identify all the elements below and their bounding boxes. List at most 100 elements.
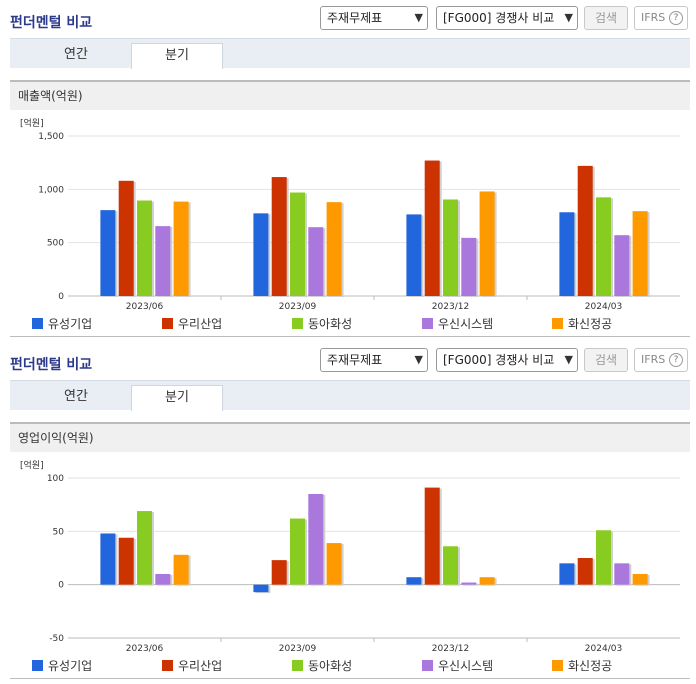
- y-tick-label: 1,000: [38, 185, 64, 195]
- help-icon[interactable]: ?: [669, 11, 683, 25]
- legend-label[interactable]: 우리산업: [178, 659, 222, 673]
- bar[interactable]: [577, 165, 593, 296]
- y-tick-label: -50: [49, 634, 64, 644]
- bar[interactable]: [632, 211, 648, 296]
- legend-swatch: [32, 660, 43, 671]
- chart-title: 매출액(억원): [10, 80, 690, 110]
- legend-label[interactable]: 화신정공: [568, 659, 612, 673]
- fundamental-panel-operating-profit: 펀더멘털 비교 주재무제표 ▼ [FG000] 경쟁사 비교 ▼ 검색 IFRS…: [0, 342, 696, 684]
- x-tick-label: 2024/03: [585, 644, 622, 654]
- y-tick-label: 0: [58, 581, 64, 591]
- legend-swatch: [292, 318, 303, 329]
- legend-swatch: [422, 318, 433, 329]
- legend-swatch: [32, 318, 43, 329]
- help-icon[interactable]: ?: [669, 353, 683, 367]
- bar[interactable]: [137, 200, 152, 296]
- legend-label[interactable]: 동아화성: [308, 659, 352, 673]
- bar[interactable]: [118, 537, 134, 585]
- tab-annual[interactable]: 연간: [64, 47, 88, 62]
- bar[interactable]: [100, 533, 116, 585]
- legend-label[interactable]: 화신정공: [568, 317, 612, 331]
- y-unit-label: [억원]: [20, 117, 44, 129]
- bar[interactable]: [632, 574, 648, 585]
- period-tabs: 연간 분기: [10, 38, 690, 69]
- bar[interactable]: [173, 201, 189, 296]
- bar[interactable]: [308, 227, 324, 296]
- tab-annual[interactable]: 연간: [64, 389, 88, 404]
- bar[interactable]: [290, 518, 305, 585]
- bar[interactable]: [479, 191, 495, 296]
- chevron-down-icon: ▼: [414, 353, 423, 366]
- bar[interactable]: [479, 577, 495, 585]
- bar[interactable]: [290, 192, 305, 296]
- bar[interactable]: [461, 582, 477, 585]
- search-button[interactable]: 검색: [584, 348, 628, 372]
- statement-select[interactable]: 주재무제표 ▼: [320, 348, 428, 372]
- y-tick-label: 50: [53, 527, 65, 537]
- panel-title: 펀더멘털 비교: [10, 357, 93, 373]
- chart-title: 영업이익(억원): [10, 422, 690, 452]
- legend-label[interactable]: 우신시스템: [438, 659, 493, 673]
- bar[interactable]: [614, 563, 630, 585]
- x-tick-label: 2023/12: [432, 302, 469, 312]
- bar[interactable]: [155, 226, 171, 296]
- operating-profit-bar-chart: [억원] -50 0 50 100 2023/06 2023/09 2023/12 2024/0…: [20, 459, 680, 673]
- legend-label[interactable]: 유성기업: [48, 317, 92, 331]
- bar[interactable]: [155, 574, 171, 585]
- bar[interactable]: [100, 210, 116, 296]
- panel-title: 펀더멘털 비교: [10, 15, 93, 31]
- bar[interactable]: [424, 487, 440, 585]
- tab-quarterly[interactable]: 분기: [131, 385, 223, 411]
- x-tick-label: 2023/06: [126, 644, 164, 654]
- bar[interactable]: [596, 530, 611, 585]
- bar[interactable]: [173, 554, 189, 585]
- bar[interactable]: [271, 177, 287, 296]
- x-tick-label: 2023/09: [279, 302, 317, 312]
- statement-select[interactable]: 주재무제표 ▼: [320, 6, 428, 30]
- legend-swatch: [162, 318, 173, 329]
- legend-label[interactable]: 우리산업: [178, 317, 222, 331]
- bar[interactable]: [424, 160, 440, 296]
- bar[interactable]: [596, 197, 611, 296]
- legend-label[interactable]: 우신시스템: [438, 317, 493, 331]
- bar[interactable]: [271, 560, 287, 585]
- bar[interactable]: [614, 235, 630, 296]
- legend-swatch: [292, 660, 303, 671]
- bar[interactable]: [559, 212, 575, 296]
- legend-label[interactable]: 동아화성: [308, 317, 352, 331]
- bar[interactable]: [406, 577, 422, 585]
- search-button[interactable]: 검색: [584, 6, 628, 30]
- bar[interactable]: [461, 237, 477, 296]
- bar[interactable]: [577, 558, 593, 585]
- tab-quarterly[interactable]: 분기: [131, 43, 223, 69]
- bar[interactable]: [118, 180, 134, 296]
- ifrs-button[interactable]: IFRS ?: [634, 348, 688, 372]
- bar[interactable]: [308, 494, 324, 585]
- y-tick-label: 500: [47, 239, 64, 249]
- bar[interactable]: [326, 543, 342, 585]
- y-tick-label: 1,500: [38, 132, 64, 142]
- sales-bar-chart: [억원] 0 500 1,000 1,500 2023/06 2023/09 2023/12 2…: [20, 117, 680, 331]
- bar[interactable]: [443, 199, 458, 296]
- ifrs-button[interactable]: IFRS ?: [634, 6, 688, 30]
- bar[interactable]: [443, 546, 458, 585]
- legend-label[interactable]: 유성기업: [48, 659, 92, 673]
- y-tick-label: 100: [47, 474, 64, 484]
- bar[interactable]: [253, 584, 269, 593]
- bar[interactable]: [253, 213, 269, 296]
- compare-select[interactable]: [FG000] 경쟁사 비교 ▼: [436, 6, 578, 30]
- bar[interactable]: [406, 214, 422, 296]
- divider: [10, 336, 690, 337]
- bar[interactable]: [137, 511, 152, 585]
- divider: [10, 678, 690, 679]
- x-tick-label: 2024/03: [585, 302, 622, 312]
- x-tick-label: 2023/12: [432, 644, 469, 654]
- bar[interactable]: [326, 202, 342, 296]
- panel-header: 펀더멘털 비교 주재무제표 ▼ [FG000] 경쟁사 비교 ▼ 검색 IFRS…: [0, 342, 696, 378]
- compare-select[interactable]: [FG000] 경쟁사 비교 ▼: [436, 348, 578, 372]
- chevron-down-icon: ▼: [564, 353, 573, 366]
- y-unit-label: [억원]: [20, 459, 44, 471]
- bar[interactable]: [559, 563, 575, 585]
- x-tick-label: 2023/06: [126, 302, 164, 312]
- panel-header: 펀더멘털 비교 주재무제표 ▼ [FG000] 경쟁사 비교 ▼ 검색 IFRS…: [0, 0, 696, 36]
